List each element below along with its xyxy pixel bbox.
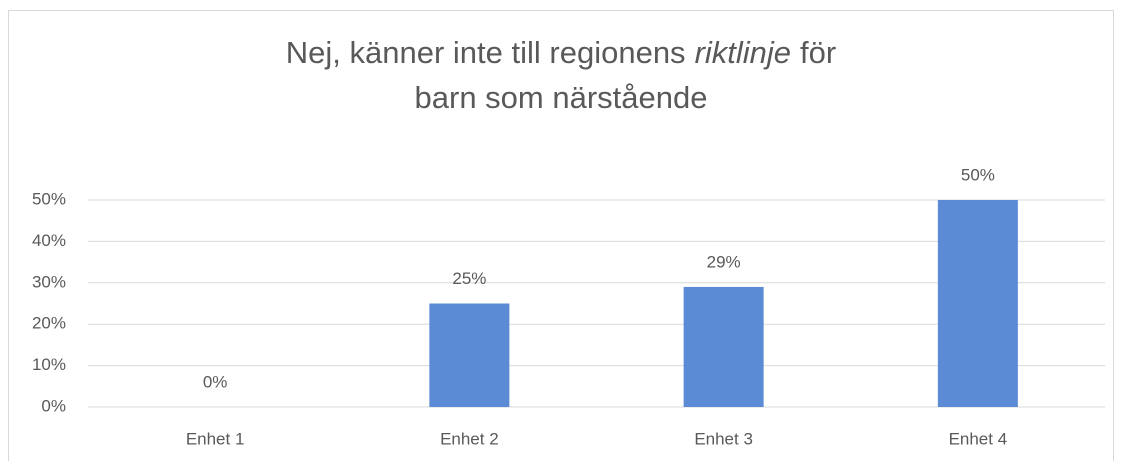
data-label: 29% — [707, 252, 741, 271]
y-tick-label: 50% — [32, 189, 66, 208]
y-tick-label: 40% — [32, 231, 66, 250]
title-part: för — [800, 35, 836, 70]
chart-title: barn som närstående — [415, 80, 708, 115]
chart-title: Nej, känner inte till regionens riktlinje… — [286, 35, 836, 70]
y-tick-label: 30% — [32, 272, 66, 291]
title-part: Nej, känner inte till regionens — [286, 35, 686, 70]
y-tick-label: 20% — [32, 314, 66, 333]
y-tick-label: 10% — [32, 355, 66, 374]
bar — [683, 286, 764, 407]
title-part: riktlinje — [695, 35, 791, 70]
data-label: 50% — [961, 165, 995, 184]
x-tick-label: Enhet 1 — [186, 429, 245, 448]
x-tick-label: Enhet 4 — [949, 429, 1008, 448]
data-label: 0% — [203, 372, 228, 391]
y-tick-label: 0% — [41, 396, 66, 415]
data-label: 25% — [452, 269, 486, 288]
x-tick-label: Enhet 2 — [440, 429, 499, 448]
bar — [937, 200, 1018, 407]
x-tick-label: Enhet 3 — [694, 429, 753, 448]
chart-border — [8, 10, 1114, 461]
bar — [429, 303, 510, 407]
